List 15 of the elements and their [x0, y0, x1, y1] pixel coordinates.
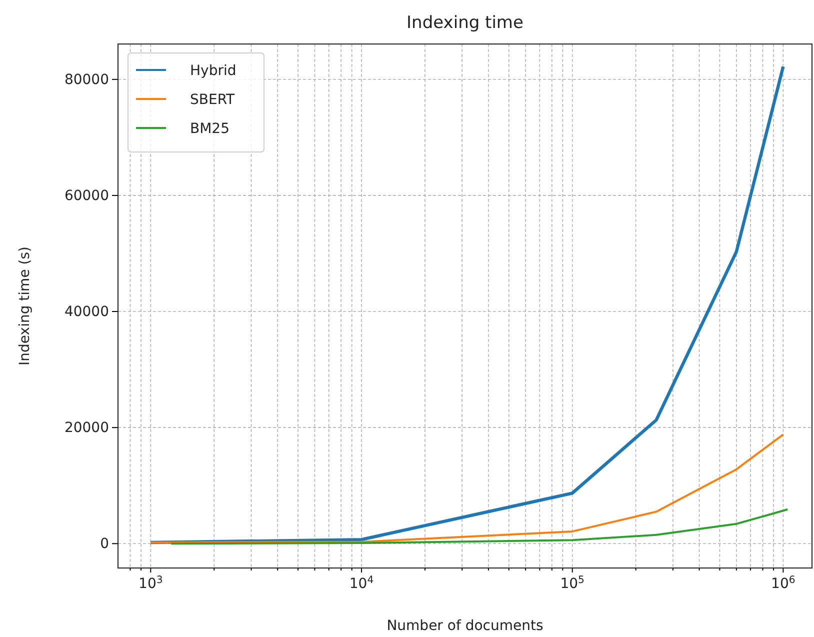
- x-tick-label: 10$^{4}$: [349, 574, 374, 592]
- legend-label: BM25: [190, 121, 230, 137]
- x-axis-title: Number of documents: [386, 618, 544, 634]
- legend-label: Hybrid: [190, 63, 236, 79]
- y-tick-label: 20000: [64, 420, 109, 436]
- y-tick-label: 80000: [64, 72, 109, 88]
- chart-title: Indexing time: [406, 13, 524, 33]
- y-axis-title: Indexing time (s): [17, 246, 33, 366]
- x-tick-label: 10$^{5}$: [560, 574, 584, 592]
- y-tick-label: 0: [100, 536, 109, 552]
- x-tick-label: 10$^{3}$: [138, 574, 163, 592]
- y-tick-label: 60000: [64, 188, 109, 204]
- legend-label: SBERT: [190, 92, 236, 108]
- x-tick-label: 10$^{6}$: [771, 574, 796, 592]
- y-tick-label: 40000: [64, 304, 109, 320]
